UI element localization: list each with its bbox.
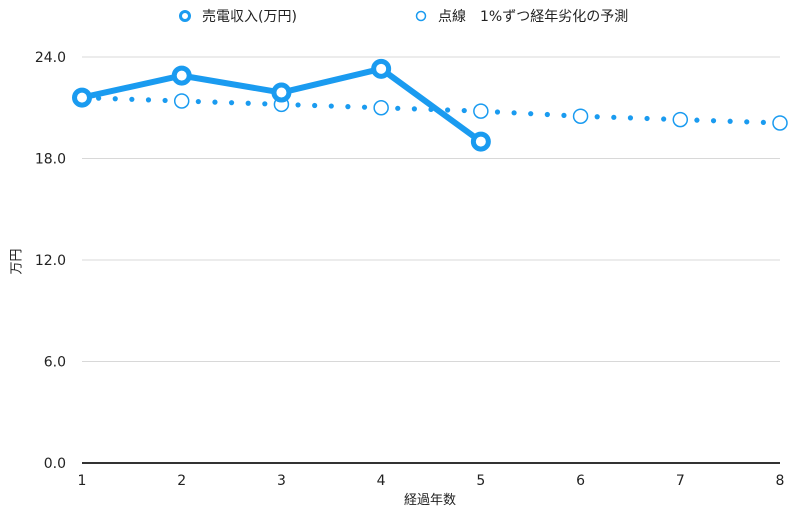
forecast-dot (694, 117, 700, 123)
forecast-dot (328, 103, 334, 109)
forecast-dot (445, 107, 451, 113)
x-tick-label: 2 (177, 473, 186, 489)
forecast-dot (594, 114, 600, 120)
forecast-dot (129, 96, 135, 102)
x-tick-label: 8 (776, 473, 785, 489)
forecast-dot (461, 107, 467, 114)
revenue-marker (72, 87, 92, 108)
y-tick-label: 6.0 (44, 355, 66, 371)
forecast-dot (395, 105, 401, 111)
forecast-dot (611, 114, 617, 120)
y-tick-label: 18.0 (35, 152, 66, 168)
forecast-dot (544, 111, 550, 118)
forecast-dot (661, 116, 667, 122)
forecast-dot (511, 110, 517, 116)
forecast-dot (162, 97, 168, 104)
forecast-dot (245, 100, 251, 106)
forecast-marker (373, 100, 389, 116)
forecast-dot (312, 102, 318, 109)
forecast-dot (195, 98, 201, 105)
forecast-marker (672, 111, 689, 128)
forecast-dot (345, 104, 351, 110)
revenue-marker (171, 65, 192, 86)
x-tick-label: 3 (277, 473, 286, 489)
x-tick-label: 4 (377, 473, 386, 489)
hollow-circle-marker-icon (415, 10, 427, 22)
revenue-marker (271, 82, 292, 103)
forecast-marker (173, 93, 190, 109)
forecast-dot (228, 100, 235, 106)
legend: 売電収入(万円) 点線 1%ずつ経年劣化の予測 (0, 4, 800, 28)
x-tick-label: 5 (476, 473, 485, 489)
forecast-dot (145, 97, 152, 103)
y-tick-label: 24.0 (35, 50, 66, 66)
forecast-marker (572, 108, 589, 124)
forecast-dot (295, 102, 301, 108)
forecast-marker (473, 103, 489, 119)
y-tick-label: 12.0 (35, 253, 66, 269)
legend-label-revenue: 売電収入(万円) (202, 9, 297, 25)
forecast-marker (772, 115, 788, 131)
x-tick-label: 1 (78, 473, 87, 489)
forecast-dot (528, 111, 534, 117)
y-axis-label: 万円 (9, 248, 25, 275)
forecast-dot (760, 119, 766, 126)
forecast-dot (212, 99, 218, 105)
x-tick-label: 6 (576, 473, 585, 489)
solid-circle-marker-icon (179, 10, 191, 22)
forecast-dot (494, 109, 501, 115)
x-tick-label: 7 (676, 473, 685, 489)
revenue-marker (470, 131, 491, 152)
y-tick-label: 0.0 (44, 456, 66, 472)
forecast-dot (627, 115, 634, 121)
forecast-dot (727, 118, 733, 124)
forecast-dot (744, 119, 750, 125)
legend-item-forecast: 点線 1%ずつ経年劣化の予測 (414, 6, 628, 26)
forecast-dot (262, 101, 268, 107)
legend-label-forecast: 点線 1%ずつ経年劣化の予測 (438, 9, 629, 25)
forecast-dot (710, 118, 717, 124)
forecast-dot (561, 112, 567, 118)
forecast-dot (112, 96, 118, 102)
x-axis-label: 経過年数 (403, 493, 456, 508)
forecast-dot (411, 106, 417, 112)
legend-item-revenue: 売電収入(万円) (178, 6, 297, 26)
revenue-marker (371, 58, 392, 79)
forecast-dot (361, 104, 368, 110)
forecast-dot (644, 115, 650, 122)
